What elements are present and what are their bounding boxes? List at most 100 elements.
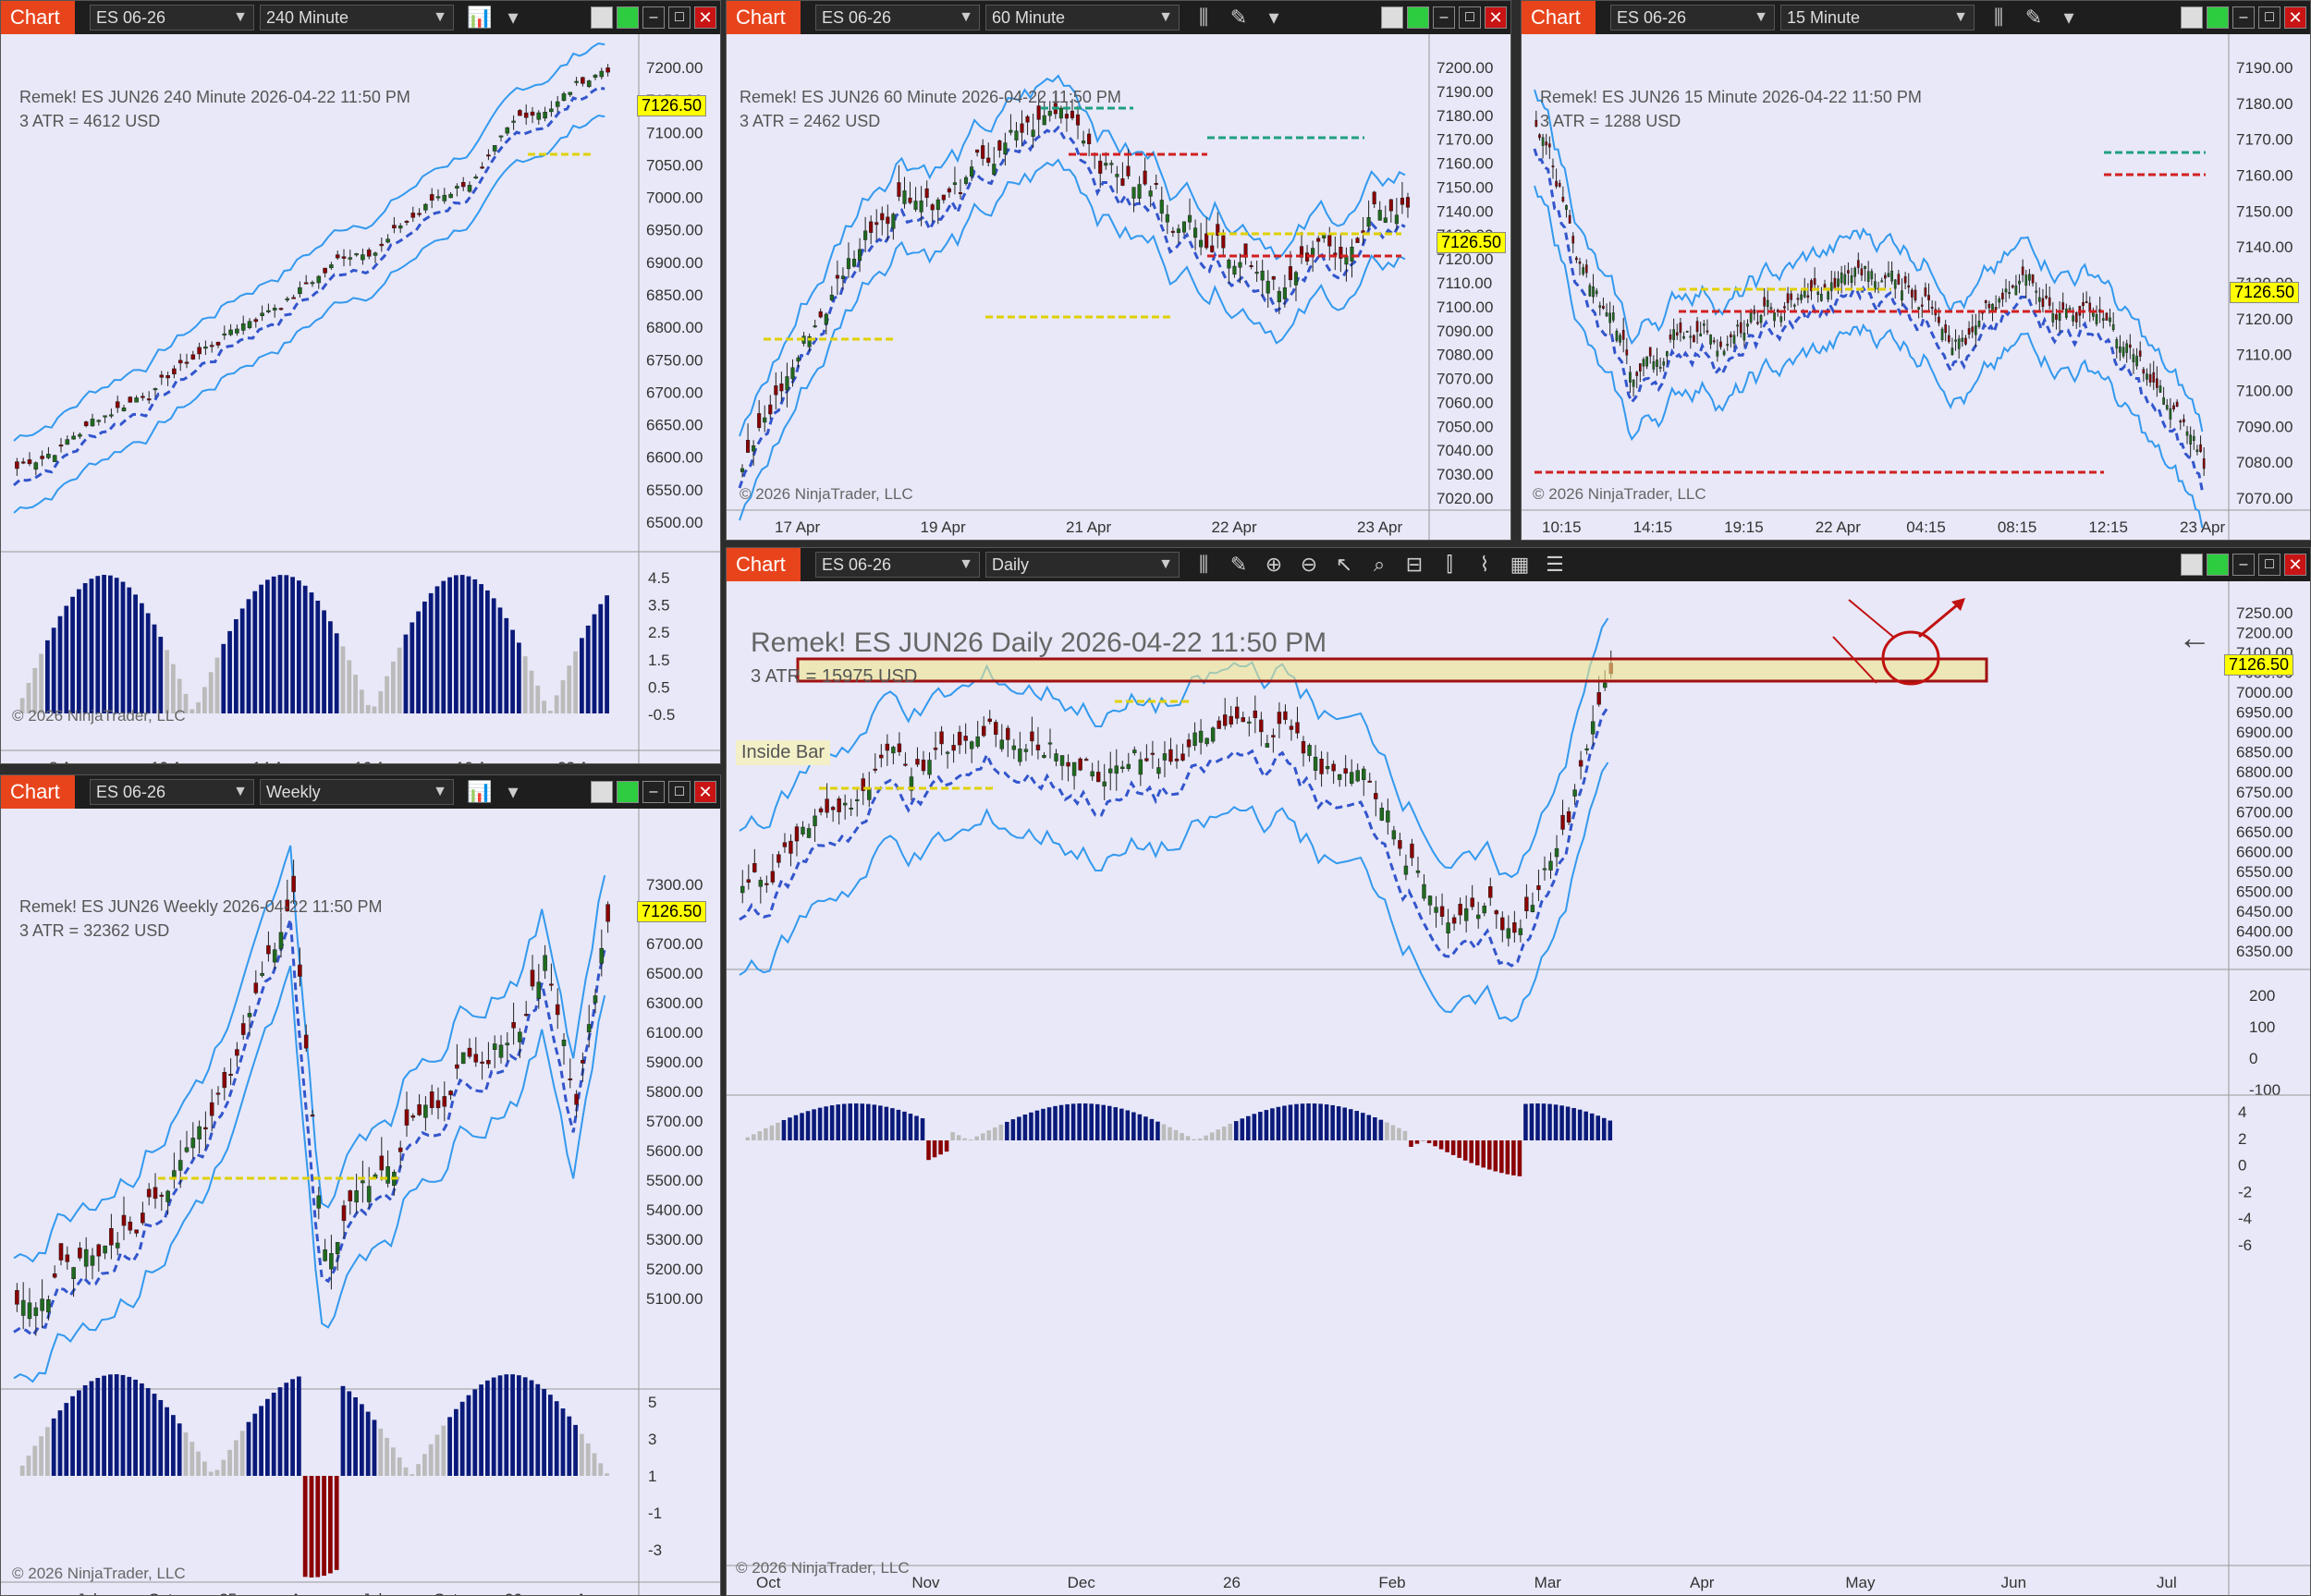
minimize-icon[interactable]: – [642,6,665,29]
osc-bar [1294,1103,1299,1140]
period-selector[interactable]: 60 Minute ▼ [985,5,1180,30]
candle [1776,310,1779,312]
chevron-down-icon: ▼ [1754,9,1768,25]
zoom-out-icon[interactable]: ⊖ [1300,553,1318,576]
minimize-icon[interactable]: – [2232,554,2255,576]
maximize-icon[interactable]: □ [668,781,691,803]
chart-tab[interactable]: Chart [1,1,75,34]
candle [197,1126,202,1139]
link-icon[interactable] [2207,554,2229,576]
instrument-selector[interactable]: ES 06-26 ▼ [90,5,254,30]
maximize-icon[interactable]: □ [1459,6,1481,29]
candle [1181,221,1187,233]
period-selector[interactable]: Daily ▼ [985,552,1180,578]
candle [1565,204,1568,211]
link-icon[interactable] [1407,6,1429,29]
bar-type-icon[interactable]: 📊 [467,780,493,803]
candle [341,256,347,259]
plot-area[interactable]: 7250.007200.007100.007050.007000.006950.… [727,581,2310,1595]
osc-bar [1523,1103,1528,1140]
pencil-icon[interactable]: ✎ [1229,553,1248,576]
maximize-icon[interactable]: □ [2258,6,2280,29]
maximize-icon[interactable]: □ [2258,554,2280,576]
templates-icon[interactable]: ⊟ [1405,553,1424,576]
link-icon[interactable] [617,781,639,803]
osc-bar [385,1437,389,1476]
candle [768,404,773,415]
chart-tab[interactable]: Chart [727,1,801,34]
period-selector[interactable]: Weekly ▼ [260,779,454,805]
chart-tab[interactable]: Chart [1,775,75,809]
chart-window-daily[interactable]: Chart ES 06-26 ▼ Daily ▼ ⫼ ✎ ⊕ ⊖ ↖ ⌕ ⊟ ⫿ ⌇… [726,547,2311,1596]
chevron-down-icon[interactable]: ▾ [507,780,519,803]
restore-icon[interactable] [591,781,613,803]
instrument-selector[interactable]: ES 06-26 ▼ [1610,5,1775,30]
instrument-selector[interactable]: ES 06-26 ▼ [90,779,254,805]
chevron-down-icon[interactable]: ▾ [1268,6,1279,29]
chart-tab[interactable]: Chart [727,548,801,581]
candle [789,840,793,854]
close-icon[interactable]: ✕ [694,6,716,29]
candle [1682,335,1685,339]
bar-type-icon[interactable]: ⫼ [1198,6,1209,29]
restore-icon[interactable] [2181,554,2203,576]
minimize-icon[interactable]: – [642,781,665,803]
plot-area[interactable]: 7300.006900.006700.006500.006300.006100.… [1,809,720,1595]
plot-area[interactable]: 7200.007150.007100.007050.007000.006950.… [1,34,720,763]
properties-icon[interactable]: ▦ [1510,553,1530,576]
candle [2148,373,2152,383]
close-icon[interactable]: ✕ [694,781,716,803]
y-tick-label: 7070.00 [2236,490,2293,507]
indicators-icon[interactable]: ⫿ [1446,553,1453,576]
osc-bar [598,1463,604,1476]
candle [1168,749,1173,762]
chart-window-60min[interactable]: Chart ES 06-26 ▼ 60 Minute ▼ ⫼ ✎ ▾ – □ ✕ 720… [726,0,1511,541]
bar-type-icon[interactable]: ⫼ [1993,6,2004,29]
close-icon[interactable]: ✕ [2284,6,2306,29]
bar-type-icon[interactable]: 📊 [467,6,493,29]
link-icon[interactable] [2207,6,2229,29]
candle [460,181,466,188]
maximize-icon[interactable]: □ [668,6,691,29]
list-icon[interactable]: ☰ [1546,553,1564,576]
instrument-selector[interactable]: ES 06-26 ▼ [815,5,980,30]
chart-tab[interactable]: Chart [1522,1,1596,34]
link-icon[interactable] [617,6,639,29]
osc-bar [998,1124,1004,1140]
restore-icon[interactable] [2181,6,2203,29]
minimize-icon[interactable]: – [1433,6,1455,29]
chevron-down-icon[interactable]: ▾ [507,6,519,29]
candle [1944,324,1948,334]
pencil-icon[interactable]: ✎ [1229,6,1248,29]
osc-bar [120,581,126,713]
candle [1816,291,1820,296]
restore-icon[interactable] [591,6,613,29]
zoom-in-icon[interactable]: ⊕ [1265,553,1283,576]
plot-area[interactable]: 7200.00 7190.00 7180.00 7170.00 7160.00 7150.… [727,34,1510,540]
chevron-down-icon[interactable]: ▾ [2063,6,2074,29]
close-icon[interactable]: ✕ [1485,6,1507,29]
osc-bar [114,1374,119,1476]
chart-window-weekly[interactable]: Chart ES 06-26 ▼ Weekly ▼ 📊 ▾ – □ ✕ 7300.00 6… [0,774,721,1596]
chart-window-240min[interactable]: Chart ES 06-26 ▼ 240 Minute ▼ 📊 ▾ – □ ✕ 7200… [0,0,721,764]
plot-area[interactable]: 7190.00 7180.00 7170.00 7160.00 7150.00 7140.… [1522,34,2310,540]
instrument-selector[interactable]: ES 06-26 ▼ [815,552,980,578]
close-icon[interactable]: ✕ [2284,554,2306,576]
candle [957,731,962,746]
osc-bar [328,1476,333,1574]
chart-window-15min[interactable]: Chart ES 06-26 ▼ 15 Minute ▼ ⫼ ✎ ▾ – □ ✕ 719… [1521,0,2311,541]
minimize-icon[interactable]: – [2232,6,2255,29]
period-selector[interactable]: 240 Minute ▼ [260,5,454,30]
osc-bar [45,1427,50,1476]
candle [605,904,610,922]
strategies-icon[interactable]: ⌇ [1479,553,1490,576]
pencil-icon[interactable]: ✎ [2024,6,2043,29]
pointer-icon[interactable]: ↖ [1335,553,1353,576]
restore-icon[interactable] [1381,6,1403,29]
back-arrow-icon[interactable]: ← [2178,618,2211,656]
osc-bar [554,695,559,713]
candle [2055,313,2058,320]
data-box-icon[interactable]: ⌕ [1373,553,1386,576]
period-selector[interactable]: 15 Minute ▼ [1780,5,1975,30]
bar-type-icon[interactable]: ⫼ [1198,553,1209,576]
